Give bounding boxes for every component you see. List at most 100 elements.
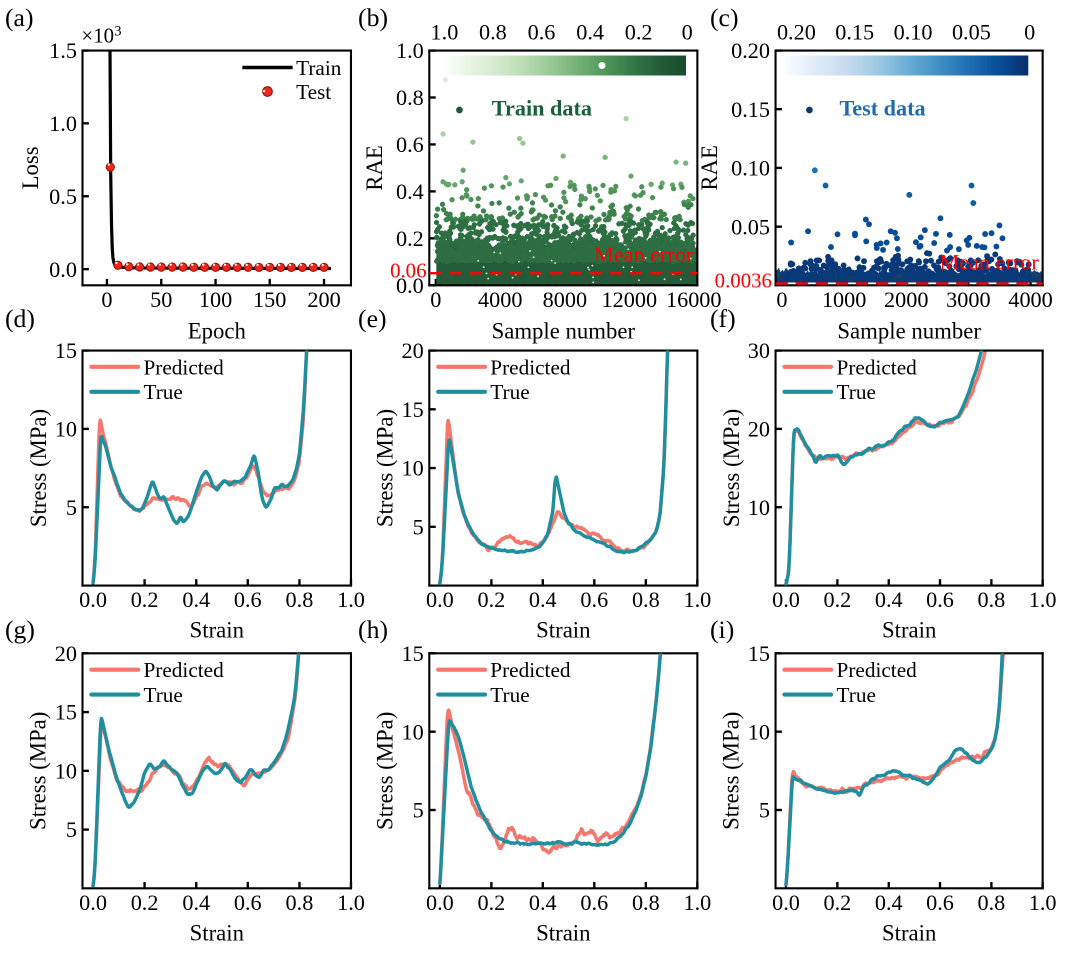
- svg-text:0.0: 0.0: [49, 257, 77, 282]
- svg-text:True: True: [837, 380, 876, 404]
- svg-text:100: 100: [199, 287, 232, 312]
- svg-text:1.0: 1.0: [431, 19, 459, 44]
- svg-text:0.2: 0.2: [823, 890, 851, 915]
- svg-text:0.2: 0.2: [477, 587, 505, 612]
- svg-text:0: 0: [1024, 19, 1035, 44]
- svg-text:0.4: 0.4: [529, 587, 557, 612]
- svg-text:Test: Test: [296, 80, 331, 104]
- svg-text:4000: 4000: [1008, 287, 1052, 312]
- svg-text:1.0: 1.0: [337, 587, 365, 612]
- svg-text:20: 20: [402, 338, 424, 363]
- svg-text:20: 20: [748, 417, 770, 442]
- svg-text:0.0: 0.0: [772, 890, 800, 915]
- svg-text:0.4: 0.4: [875, 890, 903, 915]
- svg-text:0.05: 0.05: [731, 214, 770, 239]
- svg-text:16000: 16000: [666, 287, 722, 312]
- svg-text:30: 30: [748, 338, 770, 363]
- svg-text:1000: 1000: [822, 287, 866, 312]
- svg-text:0.10: 0.10: [731, 156, 770, 181]
- svg-text:10: 10: [55, 758, 77, 783]
- svg-text:(i): (i): [710, 615, 734, 644]
- svg-text:1.5: 1.5: [49, 38, 77, 63]
- svg-text:10: 10: [55, 417, 77, 442]
- svg-text:Stress (MPa): Stress (MPa): [26, 712, 51, 830]
- svg-text:2000: 2000: [884, 287, 928, 312]
- svg-text:True: True: [490, 683, 529, 707]
- svg-text:0: 0: [682, 19, 693, 44]
- svg-text:5: 5: [759, 798, 770, 823]
- svg-text:(b): (b): [358, 3, 388, 32]
- svg-text:15: 15: [748, 641, 770, 666]
- svg-text:0.6: 0.6: [234, 587, 262, 612]
- svg-text:5: 5: [413, 514, 424, 539]
- svg-text:True: True: [837, 683, 876, 707]
- svg-text:1.0: 1.0: [49, 111, 77, 136]
- svg-text:Strain: Strain: [536, 618, 591, 643]
- svg-text:50: 50: [150, 287, 172, 312]
- svg-text:0: 0: [101, 287, 112, 312]
- svg-text:10: 10: [402, 456, 424, 481]
- svg-text:(a): (a): [5, 3, 34, 32]
- svg-text:Train data: Train data: [492, 96, 592, 121]
- svg-text:Stress (MPa): Stress (MPa): [373, 409, 398, 527]
- svg-text:0.6: 0.6: [926, 890, 954, 915]
- svg-text:Train: Train: [296, 56, 342, 80]
- svg-text:0.05: 0.05: [952, 19, 991, 44]
- svg-text:Strain: Strain: [190, 618, 245, 643]
- svg-text:(e): (e): [358, 304, 387, 333]
- svg-text:0.8: 0.8: [479, 19, 507, 44]
- svg-text:0.4: 0.4: [182, 890, 210, 915]
- svg-text:20: 20: [55, 641, 77, 666]
- svg-text:200: 200: [307, 287, 340, 312]
- svg-text:1.0: 1.0: [683, 890, 711, 915]
- svg-text:0.8: 0.8: [632, 890, 660, 915]
- svg-text:Stress (MPa): Stress (MPa): [26, 409, 51, 527]
- svg-text:0.0: 0.0: [426, 587, 454, 612]
- svg-text:Predicted: Predicted: [490, 355, 571, 379]
- svg-text:(f): (f): [710, 304, 736, 333]
- svg-text:0.8: 0.8: [632, 587, 660, 612]
- svg-text:1.0: 1.0: [1029, 890, 1057, 915]
- svg-text:0.6: 0.6: [580, 890, 608, 915]
- svg-text:0.4: 0.4: [576, 19, 604, 44]
- svg-text:5: 5: [413, 798, 424, 823]
- svg-text:1.0: 1.0: [396, 38, 424, 63]
- svg-text:Predicted: Predicted: [837, 355, 918, 379]
- svg-text:10: 10: [748, 719, 770, 744]
- svg-text:12000: 12000: [602, 287, 658, 312]
- svg-text:Epoch: Epoch: [188, 319, 247, 344]
- svg-text:0.2: 0.2: [131, 587, 159, 612]
- svg-text:8000: 8000: [543, 287, 587, 312]
- svg-text:0.20: 0.20: [731, 38, 770, 63]
- svg-text:Stress (MPa): Stress (MPa): [719, 712, 744, 830]
- svg-text:5: 5: [66, 495, 77, 520]
- svg-text:Mean error: Mean error: [594, 242, 694, 267]
- svg-text:0.8: 0.8: [286, 890, 314, 915]
- svg-text:15: 15: [55, 700, 77, 725]
- svg-text:0.2: 0.2: [477, 890, 505, 915]
- svg-text:0.20: 0.20: [777, 19, 816, 44]
- svg-text:True: True: [490, 380, 529, 404]
- svg-text:True: True: [143, 380, 182, 404]
- svg-text:0.06: 0.06: [390, 259, 426, 283]
- svg-text:0.0: 0.0: [79, 890, 107, 915]
- svg-text:0.2: 0.2: [131, 890, 159, 915]
- svg-text:0.6: 0.6: [580, 587, 608, 612]
- svg-text:0.6: 0.6: [234, 890, 262, 915]
- svg-text:Predicted: Predicted: [837, 658, 918, 682]
- svg-text:0.5: 0.5: [49, 184, 77, 209]
- svg-text:Strain: Strain: [882, 618, 937, 643]
- svg-text:0.6: 0.6: [926, 587, 954, 612]
- svg-text:Sample number: Sample number: [492, 319, 636, 344]
- svg-text:0.4: 0.4: [529, 890, 557, 915]
- svg-text:RAE: RAE: [697, 145, 722, 191]
- svg-text:0.2: 0.2: [396, 226, 424, 251]
- svg-text:Strain: Strain: [882, 920, 937, 945]
- svg-text:10: 10: [402, 719, 424, 744]
- svg-text:Stress (MPa): Stress (MPa): [373, 712, 398, 830]
- svg-text:0.2: 0.2: [823, 587, 851, 612]
- svg-text:Strain: Strain: [536, 920, 591, 945]
- svg-text:1.0: 1.0: [337, 890, 365, 915]
- svg-text:Strain: Strain: [190, 920, 245, 945]
- svg-text:150: 150: [253, 287, 286, 312]
